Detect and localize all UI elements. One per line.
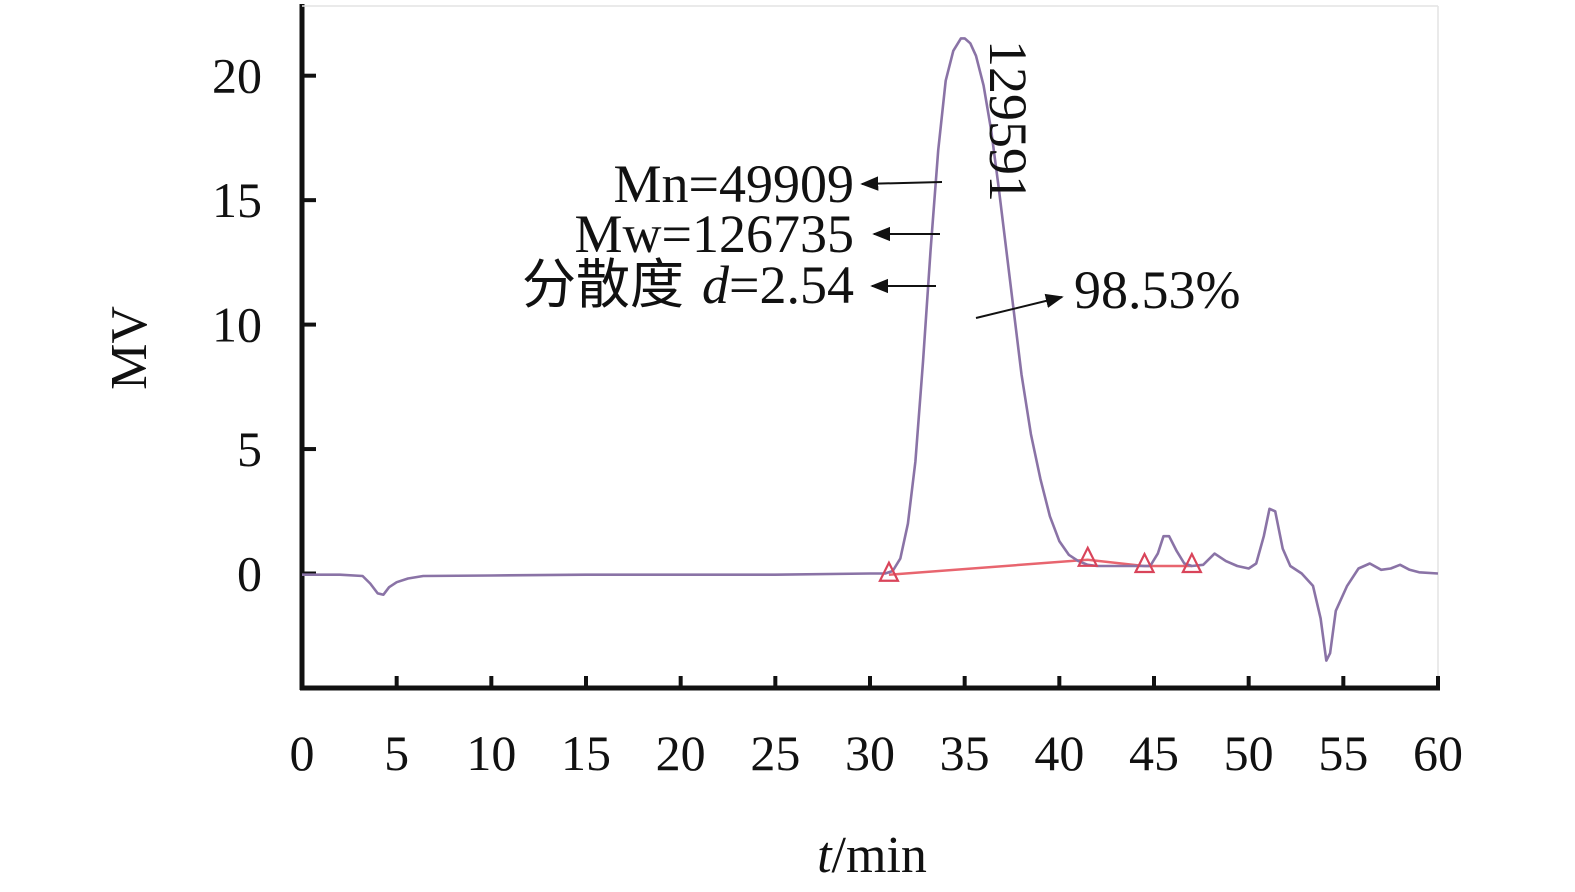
mn-annotation: Mn=49909 [614,154,854,214]
x-axis-title-unit: /min [832,827,927,884]
integration-baseline [888,558,1192,576]
x-axis-title: t/min [817,827,927,884]
y-axis-title: MV [101,306,158,390]
dispersity-value: =2.54 [729,255,854,315]
peak-label: 129591 [978,40,1038,202]
signal-trace [302,37,1439,662]
y-tick-label: 5 [237,421,262,477]
area-percent-annotation: 98.53% [1074,260,1240,320]
integration-markers [878,545,1203,582]
x-tick-label: 35 [940,725,990,781]
dispersity-prefix: 分散度 [522,255,684,315]
x-tick-label: 40 [1034,725,1084,781]
x-tick-label: 45 [1129,725,1179,781]
y-tick-label: 10 [212,297,262,353]
x-tick-label: 25 [750,725,800,781]
integration-marker [878,560,900,582]
x-tick-label: 0 [290,725,315,781]
y-tick-label: 15 [212,172,262,228]
area-percent-arrow [975,293,1064,319]
integration-marker [1181,551,1203,574]
integration-marker [1133,551,1156,574]
x-tick-label: 15 [561,725,611,781]
x-tick-label: 50 [1224,725,1274,781]
x-tick-label: 10 [466,725,516,781]
x-tick-label: 55 [1318,725,1368,781]
dispersity-annotation: 分散度 d=2.54 [522,255,854,315]
mw-annotation: Mw=126735 [575,204,854,264]
x-tick-label: 60 [1413,725,1463,781]
x-ticks: 0 5 10 15 20 25 30 35 40 45 50 55 60 [290,676,1463,781]
x-tick-label: 20 [656,725,706,781]
y-tick-label: 20 [212,48,262,104]
y-tick-label: 0 [237,546,262,602]
y-ticks: 0 5 10 15 20 [212,48,316,602]
integration-marker [1076,545,1099,567]
mn-arrow [860,176,943,191]
x-axis-title-var: t [817,827,833,884]
x-tick-label: 5 [384,725,409,781]
dispersity-var: d [702,255,730,315]
x-tick-label: 30 [845,725,895,781]
